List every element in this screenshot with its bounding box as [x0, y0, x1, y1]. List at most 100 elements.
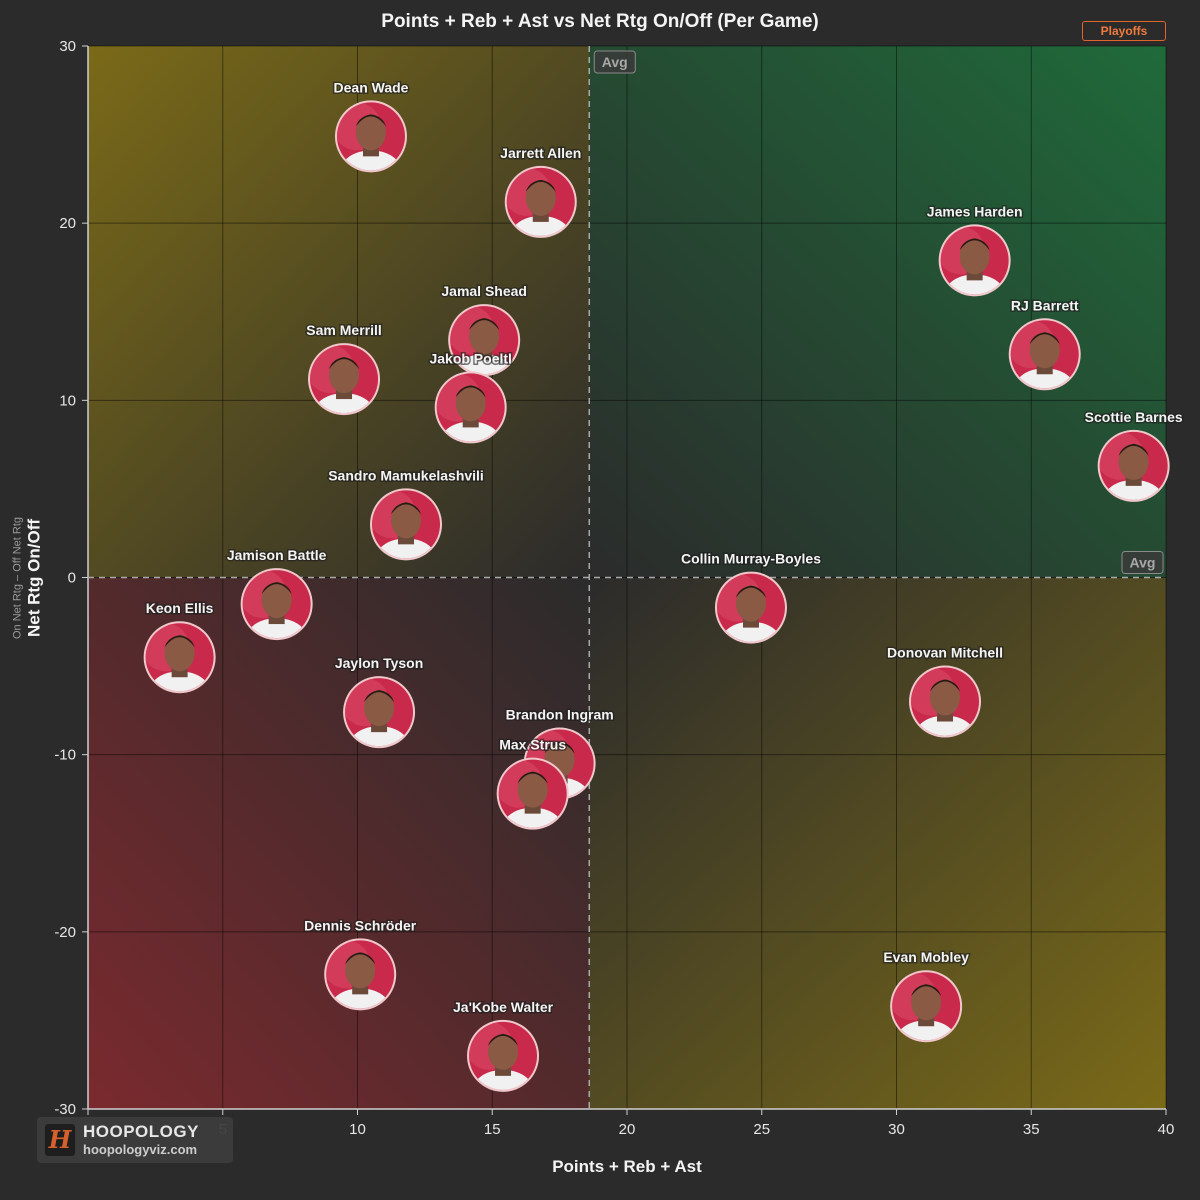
jersey-shape	[376, 538, 437, 559]
hoopology-logo[interactable]: H HOOPOLOGY hoopologyviz.com	[37, 1117, 233, 1163]
player-marker: Sam Merrill	[305, 321, 383, 416]
hair-shape	[959, 238, 990, 251]
player-marker: Jaylon Tyson	[333, 654, 425, 749]
player-name-label: Keon Ellis	[146, 600, 214, 616]
player-marker: Max Strus	[496, 735, 569, 830]
head-shape	[930, 679, 961, 716]
head-shape	[959, 238, 990, 275]
head-shape	[1029, 332, 1060, 369]
hair-shape	[930, 679, 961, 692]
head-shape	[261, 582, 292, 619]
player-points: Dean Wade Jarrett Allen James Harden Jamal …	[143, 78, 1184, 1092]
player-name-label: Ja'Kobe Walter	[453, 999, 554, 1015]
y-tick-label: -30	[54, 1101, 76, 1118]
hair-shape	[329, 357, 360, 370]
head-shape	[355, 114, 386, 151]
hair-shape	[1029, 332, 1060, 345]
player-marker: Jamison Battle	[225, 546, 328, 641]
x-tick-label: 25	[753, 1121, 770, 1138]
chart-title: Points + Reb + Ast vs Net Rtg On/Off (Pe…	[381, 11, 819, 32]
jersey-shape	[1103, 479, 1164, 500]
player-marker: James Harden	[925, 202, 1024, 297]
head-shape	[911, 984, 942, 1021]
logo-url: hoopologyviz.com	[83, 1142, 198, 1157]
player-marker: RJ Barrett	[1008, 296, 1081, 391]
headshot-icon	[1010, 320, 1075, 389]
head-shape	[391, 502, 422, 539]
x-axis-label: Points + Reb + Ast	[552, 1157, 702, 1176]
x-tick-label: 40	[1158, 1121, 1175, 1138]
player-marker: Donovan Mitchell	[886, 643, 1004, 738]
playoffs-badge[interactable]: Playoffs	[1082, 21, 1166, 41]
logo-name: HOOPOLOGY	[83, 1122, 199, 1141]
headshot-icon	[469, 1021, 534, 1090]
head-shape	[735, 585, 766, 622]
jersey-shape	[440, 421, 501, 442]
jersey-shape	[340, 150, 401, 171]
player-name-label: Max Strus	[499, 737, 566, 753]
player-marker: Evan Mobley	[882, 948, 971, 1043]
jersey-shape	[473, 1069, 534, 1090]
avg-x-label: Avg	[602, 54, 628, 70]
jersey-shape	[349, 726, 410, 747]
player-name-label: Sam Merrill	[306, 322, 381, 338]
hair-shape	[345, 952, 376, 965]
jersey-shape	[720, 621, 781, 642]
hair-shape	[469, 318, 500, 331]
player-name-label: Scottie Barnes	[1085, 409, 1183, 425]
player-name-label: Jakob Poeltl	[429, 350, 511, 366]
player-marker: Dennis Schröder	[303, 916, 418, 1011]
x-tick-label: 30	[888, 1121, 905, 1138]
hair-shape	[488, 1033, 519, 1046]
head-shape	[329, 357, 360, 394]
jersey-shape	[454, 354, 515, 375]
headshot-icon	[345, 678, 410, 747]
head-shape	[525, 179, 556, 216]
avg-y-label: Avg	[1130, 555, 1156, 571]
jersey-shape	[502, 807, 563, 828]
avg-x-label-box	[593, 50, 636, 74]
head-shape	[1118, 443, 1149, 480]
jersey-shape	[330, 988, 391, 1009]
y-axis-label: Net Rtg On/Off	[24, 518, 44, 638]
y-tick-label: -20	[54, 924, 76, 941]
player-name-label: Dean Wade	[333, 79, 408, 95]
jersey-shape	[149, 671, 210, 692]
hair-shape	[517, 771, 548, 784]
x-tick-label: 15	[484, 1121, 501, 1138]
y-tick-label: 0	[68, 570, 76, 587]
player-marker: Jamal Shead	[440, 282, 528, 377]
head-shape	[364, 690, 395, 727]
player-name-label: Brandon Ingram	[506, 707, 614, 723]
hair-shape	[455, 385, 486, 398]
player-name-label: Jamal Shead	[441, 283, 527, 299]
head-shape	[469, 318, 500, 355]
hair-shape	[391, 502, 422, 515]
logo-mark-icon: H	[45, 1124, 75, 1156]
jersey-shape	[246, 618, 307, 639]
head-shape	[517, 771, 548, 808]
jersey-shape	[896, 1020, 957, 1041]
player-name-label: RJ Barrett	[1011, 297, 1079, 313]
hair-shape	[1118, 443, 1149, 456]
jersey-shape	[314, 393, 375, 414]
player-marker: Collin Murray-Boyles	[679, 549, 823, 644]
jersey-shape	[510, 215, 571, 236]
jersey-shape	[915, 715, 976, 736]
hair-shape	[355, 114, 386, 127]
headshot-icon	[911, 667, 976, 736]
hair-shape	[544, 741, 575, 754]
player-marker: Dean Wade	[332, 78, 410, 173]
player-name-label: Jaylon Tyson	[335, 655, 423, 671]
player-name-label: Evan Mobley	[883, 949, 969, 965]
hair-shape	[911, 984, 942, 997]
head-shape	[455, 385, 486, 422]
player-marker: Scottie Barnes	[1083, 407, 1184, 502]
jersey-shape	[1014, 368, 1075, 389]
head-shape	[164, 635, 195, 672]
player-name-label: Dennis Schröder	[304, 917, 417, 933]
player-name-label: Jarrett Allen	[500, 145, 581, 161]
y-axis-sublabel: On Net Rtg – Off Net Rtg	[11, 516, 24, 640]
